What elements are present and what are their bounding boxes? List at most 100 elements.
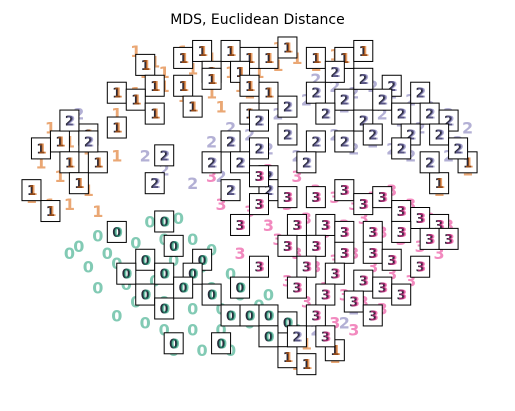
svg-text:1: 1 <box>133 94 142 109</box>
svg-text:1: 1 <box>38 142 47 157</box>
svg-text:1: 1 <box>360 45 369 60</box>
thumbnail-1-17: 11 <box>202 68 221 89</box>
digit-marker-0-38: 0 <box>111 306 122 325</box>
svg-text:2: 2 <box>341 94 350 109</box>
thumbnail-1-15: 11 <box>145 75 164 96</box>
digit-marker-0-0: 0 <box>92 226 103 245</box>
thumbnail-3-35: 33 <box>316 326 335 347</box>
thumbnail-3-6: 33 <box>373 187 392 208</box>
thumbnail-2-23: 22 <box>221 131 240 152</box>
svg-text:2: 2 <box>398 142 407 157</box>
svg-text:3: 3 <box>360 275 369 290</box>
thumbnail-3-24: 33 <box>325 263 344 284</box>
svg-text:2: 2 <box>427 108 436 123</box>
thumbnail-2-21: 22 <box>420 152 439 173</box>
thumbnail-1-9: 11 <box>221 40 240 61</box>
thumbnail-3-0: 33 <box>250 166 269 187</box>
thumbnail-3-29: 33 <box>316 284 335 305</box>
digit-marker-2-8: 2 <box>462 119 473 138</box>
thumbnail-1-1: 11 <box>306 47 325 68</box>
svg-text:3: 3 <box>256 198 265 213</box>
digit-marker-3-40: 3 <box>234 244 245 263</box>
thumbnail-0-9: 00 <box>174 277 193 298</box>
svg-text:3: 3 <box>322 289 331 304</box>
thumbnail-2-34: 22 <box>79 131 98 152</box>
svg-text:3: 3 <box>322 330 331 345</box>
thumbnail-1-18: 11 <box>126 89 145 110</box>
thumbnail-2-8: 22 <box>420 103 439 124</box>
thumbnail-3-3: 33 <box>306 187 325 208</box>
thumbnail-0-10: 00 <box>202 284 221 305</box>
svg-text:1: 1 <box>246 80 255 95</box>
svg-text:0: 0 <box>218 337 227 352</box>
svg-text:2: 2 <box>228 184 237 199</box>
thumbnail-1-29: 11 <box>41 201 60 222</box>
thumbnail-2-19: 22 <box>363 124 382 145</box>
digit-marker-0-30: 0 <box>187 320 198 339</box>
digit-marker-2-35: 2 <box>187 174 198 193</box>
thumbnail-2-16: 22 <box>278 124 297 145</box>
svg-text:1: 1 <box>180 80 189 95</box>
svg-text:0: 0 <box>209 289 218 304</box>
svg-text:2: 2 <box>284 128 293 143</box>
svg-text:0: 0 <box>265 309 274 324</box>
svg-text:3: 3 <box>417 212 426 227</box>
thumbnail-3-1: 33 <box>250 194 269 215</box>
thumbnail-0-2: 00 <box>136 249 155 270</box>
thumbnail-2-35: 22 <box>287 326 306 347</box>
digit-marker-1-31: 1 <box>111 146 122 165</box>
svg-text:3: 3 <box>284 240 293 255</box>
thumbnail-3-11: 33 <box>316 214 335 235</box>
svg-text:3: 3 <box>284 191 293 206</box>
svg-text:2: 2 <box>332 66 341 81</box>
svg-text:3: 3 <box>360 198 369 213</box>
svg-text:0: 0 <box>161 268 170 283</box>
svg-text:2: 2 <box>303 156 312 171</box>
thumbnail-3-2: 33 <box>278 187 297 208</box>
thumbnail-2-11: 22 <box>316 103 335 124</box>
thumbnail-1-26: 11 <box>88 152 107 173</box>
thumbnail-3-26: 33 <box>373 277 392 298</box>
thumbnail-3-27: 33 <box>392 284 411 305</box>
chart-title: MDS, Euclidean Distance <box>170 12 344 28</box>
svg-text:1: 1 <box>152 80 161 95</box>
thumbnail-2-26: 22 <box>231 152 250 173</box>
thumbnail-3-23: 33 <box>297 256 316 277</box>
svg-text:1: 1 <box>190 101 199 116</box>
thumbnail-1-5: 11 <box>259 47 278 68</box>
thumbnail-1-12: 11 <box>240 75 259 96</box>
svg-text:2: 2 <box>417 87 426 102</box>
svg-text:0: 0 <box>265 330 274 345</box>
thumbnail-1-8: 11 <box>193 40 212 61</box>
thumbnail-0-19: 00 <box>155 298 174 319</box>
svg-text:0: 0 <box>180 282 189 297</box>
svg-text:1: 1 <box>152 108 161 123</box>
svg-text:3: 3 <box>341 184 350 199</box>
plot-area: 0000000000000000000000000000000000000000… <box>22 37 477 375</box>
thumbnail-0-18: 00 <box>231 277 250 298</box>
thumbnail-2-30: 22 <box>221 180 240 201</box>
svg-text:0: 0 <box>171 240 180 255</box>
svg-text:0: 0 <box>114 226 123 241</box>
thumbnail-0-15: 00 <box>164 333 183 354</box>
thumbnail-3-20: 33 <box>363 242 382 263</box>
thumbnail-2-14: 22 <box>430 124 449 145</box>
thumbnail-2-15: 22 <box>449 138 468 159</box>
thumbnail-1-27: 11 <box>22 180 41 201</box>
svg-text:2: 2 <box>341 135 350 150</box>
svg-text:2: 2 <box>228 135 237 150</box>
svg-text:0: 0 <box>123 268 132 283</box>
thumbnail-2-22: 22 <box>250 110 269 131</box>
thumbnail-3-14: 33 <box>392 221 411 242</box>
svg-text:1: 1 <box>57 135 66 150</box>
digit-marker-0-33: 0 <box>197 341 208 360</box>
svg-text:1: 1 <box>303 358 312 373</box>
svg-text:1: 1 <box>265 87 274 102</box>
digit-marker-2-37: 2 <box>140 146 151 165</box>
thumbnail-2-33: 22 <box>60 110 79 131</box>
thumbnail-3-4: 33 <box>335 180 354 201</box>
svg-text:0: 0 <box>246 309 255 324</box>
thumbnail-2-25: 22 <box>202 152 221 173</box>
thumbnail-0-16: 00 <box>212 333 231 354</box>
svg-text:1: 1 <box>313 52 322 67</box>
